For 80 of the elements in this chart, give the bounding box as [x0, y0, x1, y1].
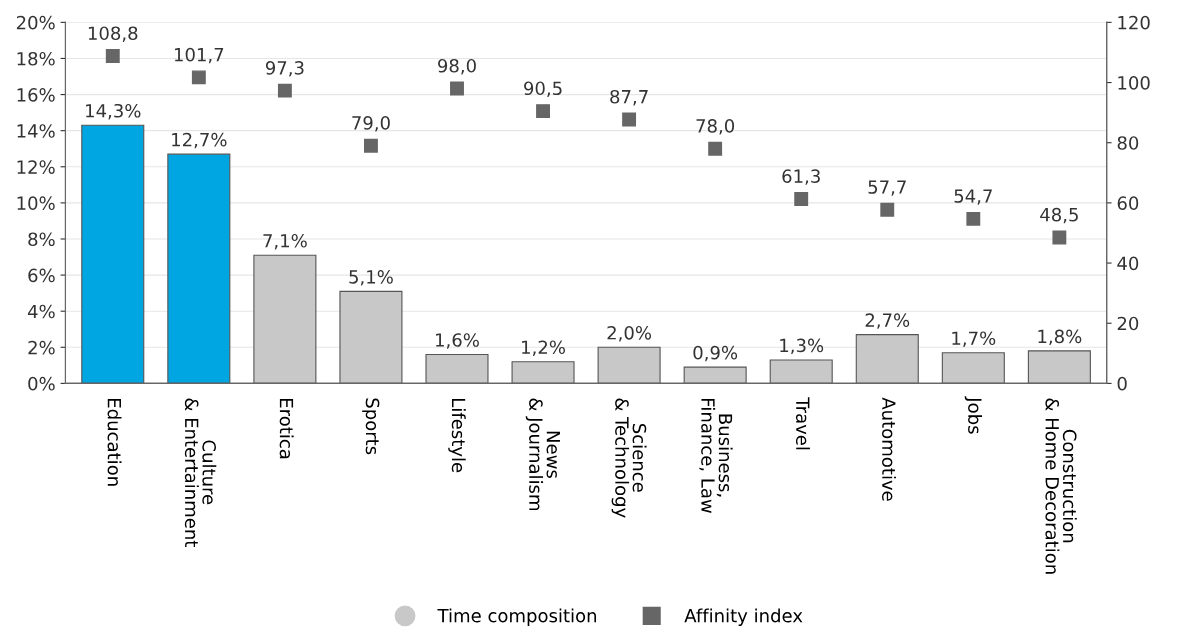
bar	[425, 353, 489, 384]
point	[622, 112, 637, 127]
x-tick-label: Science & Technology	[611, 398, 647, 518]
bar	[81, 124, 145, 384]
data-label: 48,5	[1040, 207, 1078, 224]
legend-label: Time composition	[437, 608, 597, 626]
data-label: 1,8%	[1038, 329, 1082, 346]
y2-tick-label: 100	[1118, 76, 1150, 90]
y2-tick-label: 0	[1117, 376, 1127, 391]
point	[363, 138, 378, 153]
point	[105, 49, 120, 64]
data-label: 1,6%	[436, 333, 479, 349]
x-tick-label: Lifestyle	[448, 399, 466, 473]
data-label: 2,0%	[607, 325, 652, 342]
data-label: 87,7	[610, 89, 648, 106]
bar	[769, 359, 833, 384]
data-label: 57,7	[868, 180, 906, 196]
point	[966, 211, 981, 226]
bar	[855, 334, 919, 384]
point	[191, 70, 206, 85]
y2-tick-label: 80	[1117, 136, 1139, 150]
bar	[339, 290, 403, 384]
data-label: 12,7%	[172, 132, 227, 149]
x-tick-label: News & Journalism	[525, 398, 560, 511]
point	[880, 202, 895, 217]
y-tick-label: 0%	[28, 376, 55, 391]
data-label: 7,1%	[263, 233, 307, 250]
y-tick-label: 18%	[17, 51, 55, 66]
point	[708, 141, 723, 156]
bar	[1027, 350, 1091, 384]
data-label: 2,7%	[865, 313, 910, 329]
bar	[167, 153, 231, 384]
x-tick-label: Jobs	[964, 396, 983, 434]
data-label: 61,3	[782, 169, 820, 185]
data-label: 1,3%	[780, 338, 824, 355]
y-tick-label: 20%	[16, 15, 55, 30]
data-label: 1,7%	[952, 331, 996, 347]
y-tick-label: 10%	[17, 196, 55, 210]
x-tick-label: Business, Finance, Law	[699, 399, 733, 513]
bar	[941, 352, 1005, 384]
data-label: 108,8	[88, 26, 138, 42]
x-tick-label: Culture & Entertainment	[184, 398, 217, 547]
y-tick-label: 6%	[28, 268, 55, 283]
data-label: 1,2%	[522, 340, 565, 356]
data-label: 98,0	[438, 58, 476, 75]
data-label: 101,7	[174, 47, 224, 64]
x-tick-label: Education	[107, 399, 122, 486]
x-tick-label: Sports	[362, 398, 380, 455]
data-label: 5,1%	[349, 270, 393, 286]
data-label: 90,5	[524, 81, 562, 97]
legend-label: Affinity index	[684, 608, 803, 626]
data-label: 14,3%	[86, 103, 141, 120]
point	[450, 81, 464, 96]
bar	[683, 366, 747, 384]
bar	[597, 346, 661, 384]
x-tick-label: Automotive	[882, 397, 896, 501]
y-tick-label: 14%	[17, 124, 55, 138]
y-tick-label: 16%	[17, 88, 55, 102]
data-label: 0,9%	[693, 345, 738, 362]
y-tick-label: 8%	[28, 232, 55, 247]
point	[794, 192, 809, 206]
x-tick-label: Construction & Home Decoration	[1045, 398, 1077, 574]
data-label: 78,0	[696, 119, 735, 135]
y-tick-label: 12%	[17, 160, 55, 174]
y2-tick-label: 120	[1118, 15, 1150, 30]
y-tick-label: 4%	[27, 304, 55, 319]
point	[536, 104, 550, 119]
data-label: 79,0	[352, 116, 390, 132]
point	[277, 83, 292, 98]
data-label: 97,3	[265, 61, 304, 77]
bar	[253, 254, 317, 384]
x-tick-label: Erotica	[279, 399, 294, 459]
y2-tick-label: 20	[1117, 316, 1139, 331]
bar	[511, 361, 575, 384]
data-label: 54,7	[954, 189, 992, 205]
x-tick-label: Travel	[795, 397, 810, 450]
y-tick-label: 2%	[28, 340, 55, 355]
y2-tick-label: 40	[1117, 256, 1139, 271]
y2-tick-label: 60	[1117, 196, 1139, 210]
point	[1052, 230, 1067, 245]
